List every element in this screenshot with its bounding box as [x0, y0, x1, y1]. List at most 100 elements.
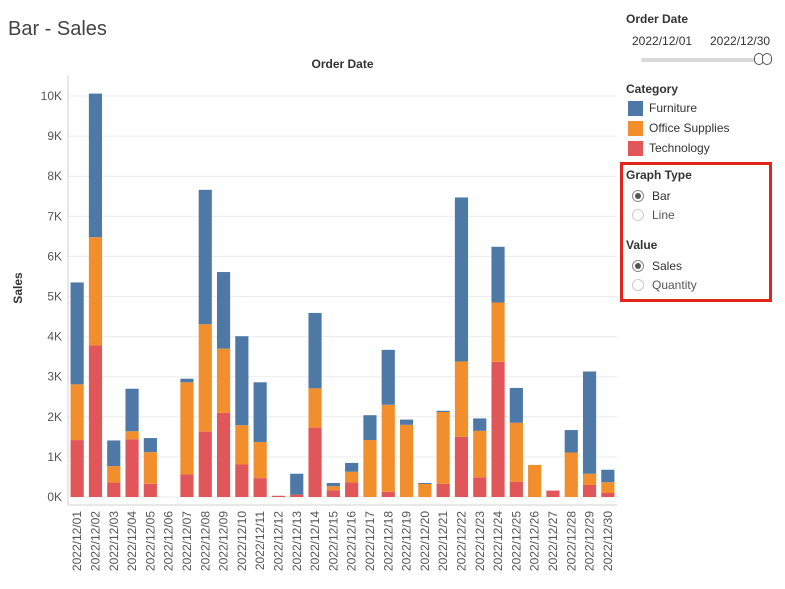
- radio-unselected-icon[interactable]: [632, 209, 644, 221]
- y-axis-title: Sales: [11, 272, 25, 304]
- bar-segment-office-supplies[interactable]: [436, 411, 450, 484]
- bar-segment-furniture[interactable]: [290, 473, 304, 495]
- bar-segment-furniture[interactable]: [198, 189, 212, 325]
- bar-segment-furniture[interactable]: [473, 418, 487, 431]
- legend-item-office-supplies[interactable]: Office Supplies: [628, 120, 730, 136]
- bar-segment-furniture[interactable]: [308, 312, 322, 389]
- bar-segment-technology[interactable]: [70, 440, 84, 497]
- order-date-slider-end-handle[interactable]: [762, 53, 772, 65]
- bar-segment-technology[interactable]: [454, 436, 469, 497]
- bar-segment-office-supplies[interactable]: [509, 422, 523, 482]
- bar-segment-technology[interactable]: [235, 464, 249, 497]
- bar-segment-technology[interactable]: [107, 482, 121, 497]
- bar-segment-technology[interactable]: [345, 482, 359, 497]
- order-date-start[interactable]: 2022/12/01: [632, 34, 693, 48]
- bar-segment-technology[interactable]: [180, 474, 194, 497]
- bar-segment-technology[interactable]: [381, 491, 395, 497]
- bar-segment-office-supplies[interactable]: [381, 404, 395, 492]
- bar-segment-technology[interactable]: [143, 483, 157, 497]
- radio-label: Bar: [652, 189, 671, 203]
- radio-unselected-icon[interactable]: [632, 279, 644, 291]
- bar-segment-office-supplies[interactable]: [363, 440, 377, 497]
- bar-segment-furniture[interactable]: [143, 438, 157, 453]
- bar-segment-furniture[interactable]: [70, 282, 84, 385]
- bar-segment-office-supplies[interactable]: [216, 348, 231, 413]
- y-tick-label: 5K: [47, 290, 62, 304]
- bar-segment-office-supplies[interactable]: [473, 430, 487, 478]
- bar-segment-office-supplies[interactable]: [564, 452, 578, 497]
- legend-item-furniture[interactable]: Furniture: [628, 100, 697, 116]
- x-tick-label: 2022/12/25: [509, 511, 523, 571]
- bar-segment-technology[interactable]: [253, 478, 267, 497]
- bar-segment-technology[interactable]: [198, 431, 212, 497]
- bar-segment-office-supplies[interactable]: [491, 302, 505, 362]
- x-tick-label: 2022/12/07: [180, 511, 194, 571]
- bar-segment-furniture[interactable]: [180, 378, 194, 383]
- bar-segment-furniture[interactable]: [436, 410, 450, 412]
- bar-segment-technology[interactable]: [546, 490, 560, 497]
- bar-segment-furniture[interactable]: [363, 415, 377, 441]
- bar-segment-office-supplies[interactable]: [418, 483, 432, 497]
- bar-segment-technology[interactable]: [326, 490, 340, 497]
- bar-segment-office-supplies[interactable]: [582, 473, 597, 485]
- bar-segment-furniture[interactable]: [509, 387, 523, 423]
- value-option-sales[interactable]: Sales: [632, 258, 682, 274]
- legend-item-technology[interactable]: Technology: [628, 140, 710, 156]
- order-date-slider-track[interactable]: [641, 58, 768, 62]
- bar-segment-office-supplies[interactable]: [70, 384, 84, 441]
- bar-segment-furniture[interactable]: [418, 482, 432, 484]
- radio-label: Sales: [652, 259, 683, 273]
- bar-segment-technology[interactable]: [308, 427, 322, 497]
- bar-segment-furniture[interactable]: [601, 469, 615, 483]
- bar-segment-office-supplies[interactable]: [399, 424, 414, 497]
- bar-segment-technology[interactable]: [601, 492, 615, 497]
- bar-segment-technology[interactable]: [582, 484, 597, 497]
- bar-segment-furniture[interactable]: [381, 349, 395, 405]
- bar-segment-furniture[interactable]: [454, 197, 469, 362]
- bar-segment-technology[interactable]: [88, 345, 103, 497]
- bar-segment-office-supplies[interactable]: [180, 382, 194, 475]
- bar-segment-office-supplies[interactable]: [326, 486, 340, 491]
- bar-segment-furniture[interactable]: [216, 272, 231, 349]
- bar-segment-office-supplies[interactable]: [454, 361, 469, 437]
- radio-selected-icon[interactable]: [632, 260, 644, 272]
- y-tick-label: 0K: [47, 490, 62, 504]
- y-tick-label: 1K: [47, 450, 62, 464]
- bar-segment-office-supplies[interactable]: [253, 442, 267, 479]
- bar-segment-furniture[interactable]: [326, 482, 340, 487]
- bar-segment-office-supplies[interactable]: [143, 452, 157, 484]
- bar-segment-technology[interactable]: [491, 361, 505, 497]
- bar-segment-furniture[interactable]: [345, 462, 359, 472]
- bar-segment-office-supplies[interactable]: [235, 425, 249, 465]
- bar-segment-office-supplies[interactable]: [198, 324, 212, 432]
- bar-segment-furniture[interactable]: [125, 388, 139, 432]
- graph-type-option-line[interactable]: Line: [632, 207, 675, 223]
- radio-selected-icon[interactable]: [632, 190, 644, 202]
- x-tick-label: 2022/12/13: [290, 511, 304, 571]
- bar-segment-furniture[interactable]: [582, 371, 597, 474]
- value-option-quantity[interactable]: Quantity: [632, 277, 697, 293]
- bar-segment-technology[interactable]: [271, 495, 286, 497]
- bar-segment-furniture[interactable]: [235, 336, 249, 426]
- bar-segment-office-supplies[interactable]: [88, 237, 103, 346]
- bar-segment-office-supplies[interactable]: [601, 482, 615, 493]
- bar-segment-furniture[interactable]: [564, 430, 578, 453]
- bar-segment-technology[interactable]: [125, 439, 139, 497]
- bar-segment-office-supplies[interactable]: [308, 388, 322, 428]
- bar-segment-office-supplies[interactable]: [125, 431, 139, 440]
- bar-segment-office-supplies[interactable]: [107, 466, 121, 483]
- bar-segment-technology[interactable]: [436, 483, 450, 497]
- bar-segment-office-supplies[interactable]: [345, 471, 359, 483]
- bar-segment-technology[interactable]: [290, 494, 304, 497]
- bar-segment-furniture[interactable]: [399, 419, 414, 425]
- bar-segment-furniture[interactable]: [88, 93, 103, 238]
- bar-segment-technology[interactable]: [509, 481, 523, 497]
- bar-segment-furniture[interactable]: [253, 382, 267, 443]
- bar-segment-office-supplies[interactable]: [528, 464, 542, 497]
- bar-segment-furniture[interactable]: [491, 246, 505, 303]
- order-date-end[interactable]: 2022/12/30: [710, 34, 771, 48]
- bar-segment-technology[interactable]: [473, 477, 487, 497]
- bar-segment-furniture[interactable]: [107, 440, 121, 467]
- graph-type-option-bar[interactable]: Bar: [632, 188, 671, 204]
- bar-segment-technology[interactable]: [216, 412, 231, 497]
